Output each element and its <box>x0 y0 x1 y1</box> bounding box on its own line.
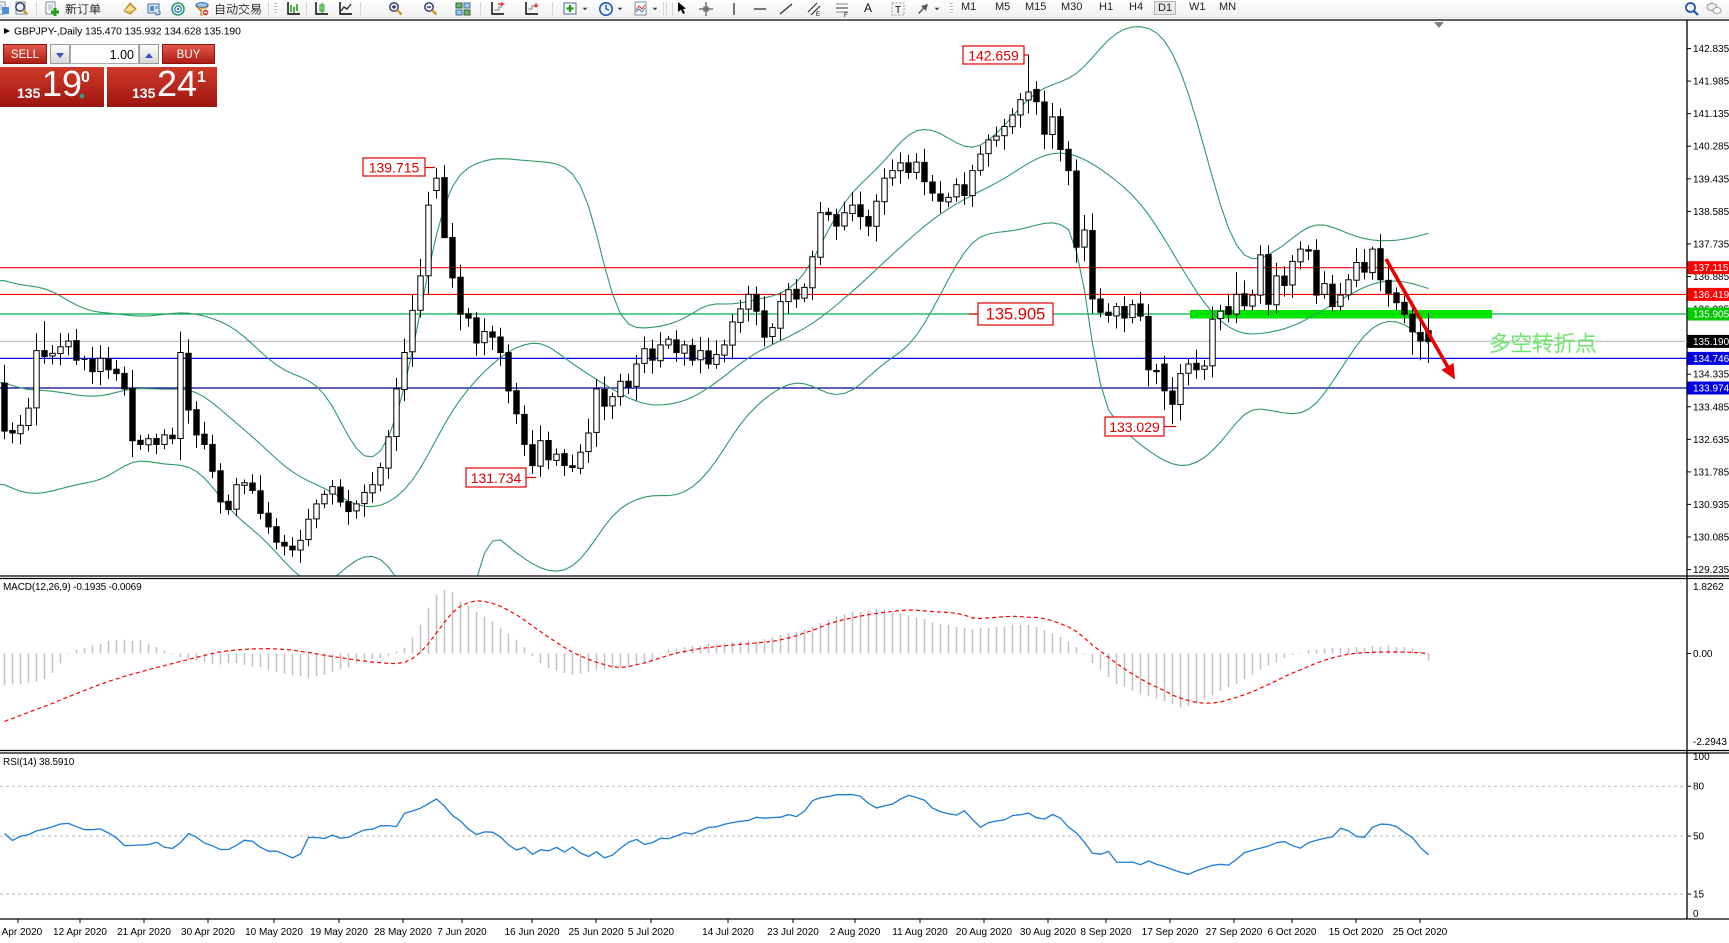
svg-text:131.785: 131.785 <box>1693 467 1729 478</box>
svg-text:140.285: 140.285 <box>1693 142 1729 153</box>
svg-text:GBPJPY-,Daily 135.470 135.932: GBPJPY-,Daily 135.470 135.932 134.628 13… <box>14 27 241 38</box>
svg-text:133.029: 133.029 <box>1109 419 1160 435</box>
svg-text:1.8262: 1.8262 <box>1693 582 1724 593</box>
svg-text:30 Aug 2020: 30 Aug 2020 <box>1020 927 1077 938</box>
svg-text:133.485: 133.485 <box>1693 402 1729 413</box>
svg-text:141.135: 141.135 <box>1693 109 1729 120</box>
svg-text:2 Aug 2020: 2 Aug 2020 <box>830 927 881 938</box>
svg-text:131.734: 131.734 <box>471 470 522 486</box>
svg-text:130.085: 130.085 <box>1693 533 1729 544</box>
svg-text:-2.2943: -2.2943 <box>1693 737 1727 748</box>
svg-text:20 Aug 2020: 20 Aug 2020 <box>956 927 1013 938</box>
svg-text:132.635: 132.635 <box>1693 435 1729 446</box>
svg-text:134.746: 134.746 <box>1693 354 1729 365</box>
svg-text:134.335: 134.335 <box>1693 370 1729 381</box>
svg-text:6 Oct 2020: 6 Oct 2020 <box>1268 927 1317 938</box>
svg-text:135.190: 135.190 <box>1693 337 1729 348</box>
svg-text:19 May 2020: 19 May 2020 <box>310 927 368 938</box>
svg-text:27 Sep 2020: 27 Sep 2020 <box>1206 927 1263 938</box>
svg-text:14 Jul 2020: 14 Jul 2020 <box>702 927 754 938</box>
svg-text:T: T <box>895 5 901 16</box>
svg-text:135.905: 135.905 <box>1693 310 1729 321</box>
svg-text:28 May 2020: 28 May 2020 <box>374 927 432 938</box>
svg-text:0.00: 0.00 <box>1693 649 1713 660</box>
svg-text:5 Jul 2020: 5 Jul 2020 <box>628 927 675 938</box>
svg-text:16 Jun 2020: 16 Jun 2020 <box>504 927 559 938</box>
svg-text:15: 15 <box>1693 890 1705 901</box>
svg-text:15 Oct 2020: 15 Oct 2020 <box>1329 927 1384 938</box>
svg-text:142.659: 142.659 <box>968 48 1019 64</box>
svg-text:130.935: 130.935 <box>1693 500 1729 511</box>
svg-text:RSI(14) 38.5910: RSI(14) 38.5910 <box>3 757 75 768</box>
svg-text:137.735: 137.735 <box>1693 239 1729 250</box>
svg-text:MACD(12,26,9) -0.1935 -0.0069: MACD(12,26,9) -0.1935 -0.0069 <box>3 582 142 593</box>
svg-text:141.985: 141.985 <box>1693 77 1729 88</box>
svg-text:133.974: 133.974 <box>1693 384 1729 395</box>
svg-text:17 Sep 2020: 17 Sep 2020 <box>1142 927 1199 938</box>
svg-text:129.235: 129.235 <box>1693 565 1729 576</box>
svg-text:136.885: 136.885 <box>1693 272 1729 283</box>
svg-text:139.435: 139.435 <box>1693 174 1729 185</box>
svg-text:50: 50 <box>1693 832 1705 843</box>
svg-text:25 Oct 2020: 25 Oct 2020 <box>1393 927 1448 938</box>
svg-text:139.715: 139.715 <box>369 160 420 176</box>
svg-text:5 Apr 2020: 5 Apr 2020 <box>0 927 43 938</box>
svg-text:142.835: 142.835 <box>1693 44 1729 55</box>
svg-text:25 Jun 2020: 25 Jun 2020 <box>568 927 623 938</box>
svg-text:138.585: 138.585 <box>1693 207 1729 218</box>
svg-text:0: 0 <box>1693 909 1699 920</box>
svg-text:8 Sep 2020: 8 Sep 2020 <box>1080 927 1132 938</box>
svg-text:21 Apr 2020: 21 Apr 2020 <box>117 927 171 938</box>
svg-text:10 May 2020: 10 May 2020 <box>245 927 303 938</box>
svg-text:12 Apr 2020: 12 Apr 2020 <box>53 927 107 938</box>
svg-text:11 Aug 2020: 11 Aug 2020 <box>892 927 948 938</box>
svg-text:30 Apr 2020: 30 Apr 2020 <box>181 927 235 938</box>
svg-text:137.115: 137.115 <box>1693 263 1729 274</box>
svg-text:100: 100 <box>1693 752 1710 763</box>
svg-text:80: 80 <box>1693 782 1705 793</box>
svg-text:23 Jul 2020: 23 Jul 2020 <box>767 927 819 938</box>
svg-text:136.419: 136.419 <box>1693 290 1729 301</box>
svg-text:F: F <box>844 13 848 17</box>
svg-text:135.905: 135.905 <box>986 306 1046 324</box>
svg-text:E: E <box>816 12 820 17</box>
svg-text:7 Jun 2020: 7 Jun 2020 <box>437 927 487 938</box>
